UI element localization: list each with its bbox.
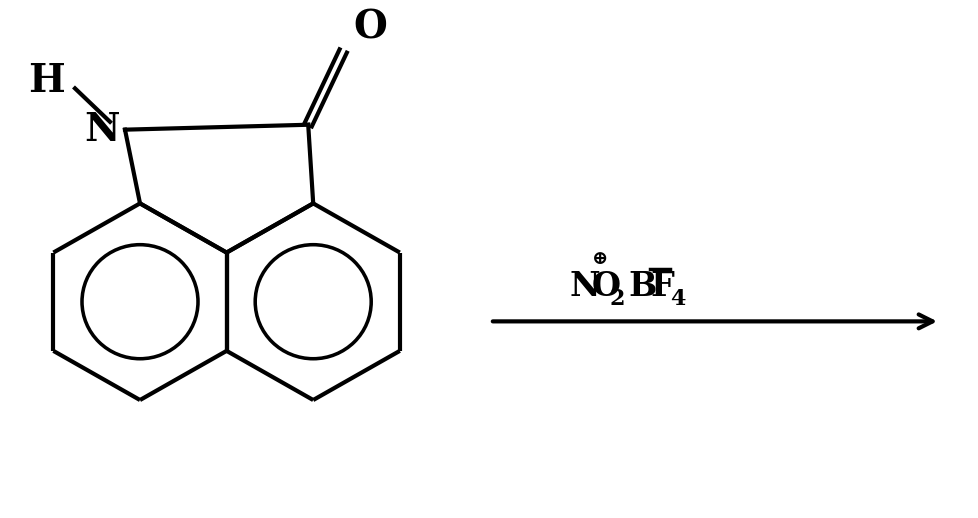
Text: F: F [649,270,673,304]
Text: N: N [569,270,600,304]
Text: 2: 2 [609,288,625,310]
Text: B: B [627,270,655,304]
Text: O: O [353,8,386,46]
Text: 4: 4 [669,288,685,310]
Text: N: N [84,111,120,149]
Text: H: H [28,62,65,99]
Text: ⊕: ⊕ [592,250,607,268]
Text: O: O [592,270,620,304]
